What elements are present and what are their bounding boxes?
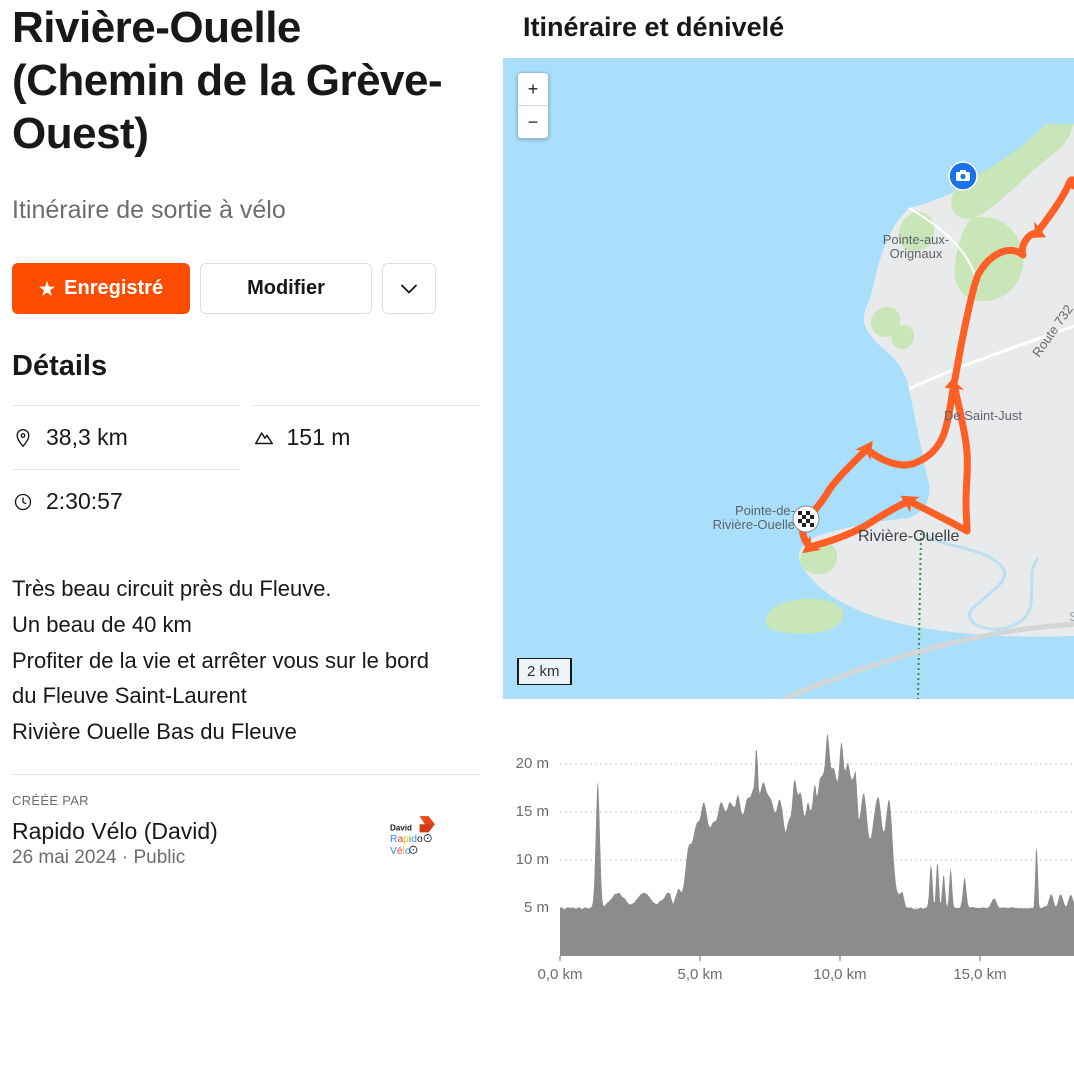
svg-text:David: David (390, 823, 412, 832)
svg-text:15 m: 15 m (516, 803, 549, 820)
svg-text:Rivière-Ouelle: Rivière-Ouelle (713, 517, 795, 532)
svg-text:Rapido: Rapido (390, 834, 423, 845)
svg-text:5 m: 5 m (524, 899, 549, 916)
svg-text:5,0 km: 5,0 km (677, 966, 722, 983)
svg-text:Orignaux: Orignaux (890, 246, 943, 261)
svg-text:Vélo: Vélo (390, 845, 411, 856)
svg-text:S: S (1069, 609, 1074, 624)
svg-text:Pointe-aux-: Pointe-aux- (883, 232, 949, 247)
svg-text:Pointe-de-: Pointe-de- (735, 503, 795, 518)
svg-text:0,0 km: 0,0 km (537, 966, 582, 983)
svg-text:Rivière-Ouelle: Rivière-Ouelle (858, 528, 959, 545)
svg-text:10 m: 10 m (516, 851, 549, 868)
svg-text:20 m: 20 m (516, 755, 549, 772)
svg-text:10,0 km: 10,0 km (813, 966, 866, 983)
svg-text:15,0 km: 15,0 km (953, 966, 1006, 983)
svg-text:De Saint-Just: De Saint-Just (944, 408, 1022, 423)
